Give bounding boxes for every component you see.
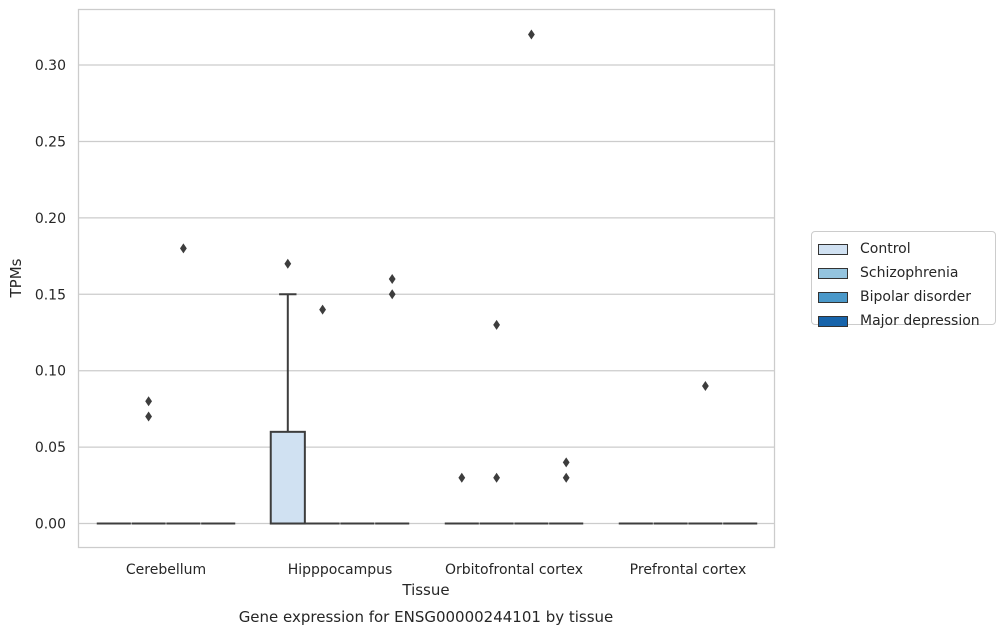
- box-iqr: [269, 430, 306, 525]
- box-schizophrenia-orbitofrontal-cortex: [479, 319, 514, 525]
- x-tick-label: Orbitofrontal cortex: [445, 562, 583, 578]
- y-tick-label: 0.10: [35, 364, 66, 380]
- y-tick-label: 0.30: [35, 58, 66, 74]
- legend-swatch-control: [818, 243, 848, 255]
- legend: Control Schizophrenia Bipolar disorder M…: [811, 231, 996, 329]
- box-control-hipppocampus: [269, 258, 306, 525]
- outlier-point: [528, 29, 535, 40]
- box-bipolar-disorder-cerebellum: [166, 243, 201, 525]
- legend-label-bipolar-disorder: Bipolar disorder: [860, 289, 972, 305]
- legend-label-schizophrenia: Schizophrenia: [860, 265, 959, 281]
- x-tick-label: Cerebellum: [126, 562, 206, 578]
- outlier-point: [562, 457, 570, 468]
- outlier-point: [493, 472, 500, 483]
- outlier-point: [458, 472, 466, 483]
- y-tick-label: 0.00: [35, 517, 66, 533]
- box-major-depression-orbitofrontal-cortex: [549, 457, 584, 525]
- box-bipolar-disorder-prefrontal-cortex: [688, 380, 723, 525]
- outlier-point: [145, 396, 152, 407]
- plot-frame: [77, 8, 776, 549]
- chart-title: Gene expression for ENSG00000244101 by t…: [239, 608, 614, 626]
- y-tick-label: 0.25: [35, 134, 66, 150]
- legend-swatch-schizophrenia: [818, 267, 848, 279]
- legend-label-control: Control: [860, 241, 911, 257]
- legend-swatch-bipolar-disorder: [818, 291, 848, 303]
- y-tick-labels: 0.00 0.05 0.10 0.15 0.20 0.25 0.30: [35, 58, 66, 533]
- y-tick-label: 0.05: [35, 440, 66, 456]
- outlier-point: [388, 274, 396, 284]
- x-axis-label: Tissue: [401, 581, 449, 599]
- outlier-point: [180, 243, 187, 254]
- legend-item-bipolar-disorder: Bipolar disorder: [818, 285, 995, 309]
- outlier-point: [493, 319, 500, 330]
- box-schizophrenia-hipppocampus: [305, 304, 340, 525]
- box-plots: [96, 29, 758, 525]
- legend-swatch-major-depression: [818, 315, 848, 327]
- y-axis-label: TPMs: [7, 258, 25, 298]
- outlier-point: [702, 380, 709, 391]
- outlier-point: [145, 411, 152, 422]
- x-tick-label: Hipppocampus: [288, 562, 393, 578]
- box-control-orbitofrontal-cortex: [444, 472, 479, 525]
- outlier-point: [388, 289, 396, 300]
- y-tick-label: 0.20: [35, 211, 66, 227]
- legend-item-control: Control: [818, 237, 995, 261]
- legend-label-major-depression: Major depression: [860, 313, 980, 329]
- x-tick-labels: Cerebellum Hipppocampus Orbitofrontal cort…: [126, 562, 746, 578]
- box-schizophrenia-cerebellum: [131, 396, 166, 525]
- x-tick-label: Prefrontal cortex: [630, 562, 747, 578]
- outlier-point: [284, 258, 292, 269]
- box-bipolar-disorder-orbitofrontal-cortex: [514, 29, 549, 525]
- outlier-point: [562, 472, 570, 483]
- box-major-depression-hipppocampus: [375, 274, 410, 525]
- legend-item-schizophrenia: Schizophrenia: [818, 261, 995, 285]
- outlier-point: [319, 304, 326, 315]
- legend-item-major-depression: Major depression: [818, 309, 995, 333]
- y-tick-label: 0.15: [35, 287, 66, 303]
- grid-lines: [79, 64, 775, 525]
